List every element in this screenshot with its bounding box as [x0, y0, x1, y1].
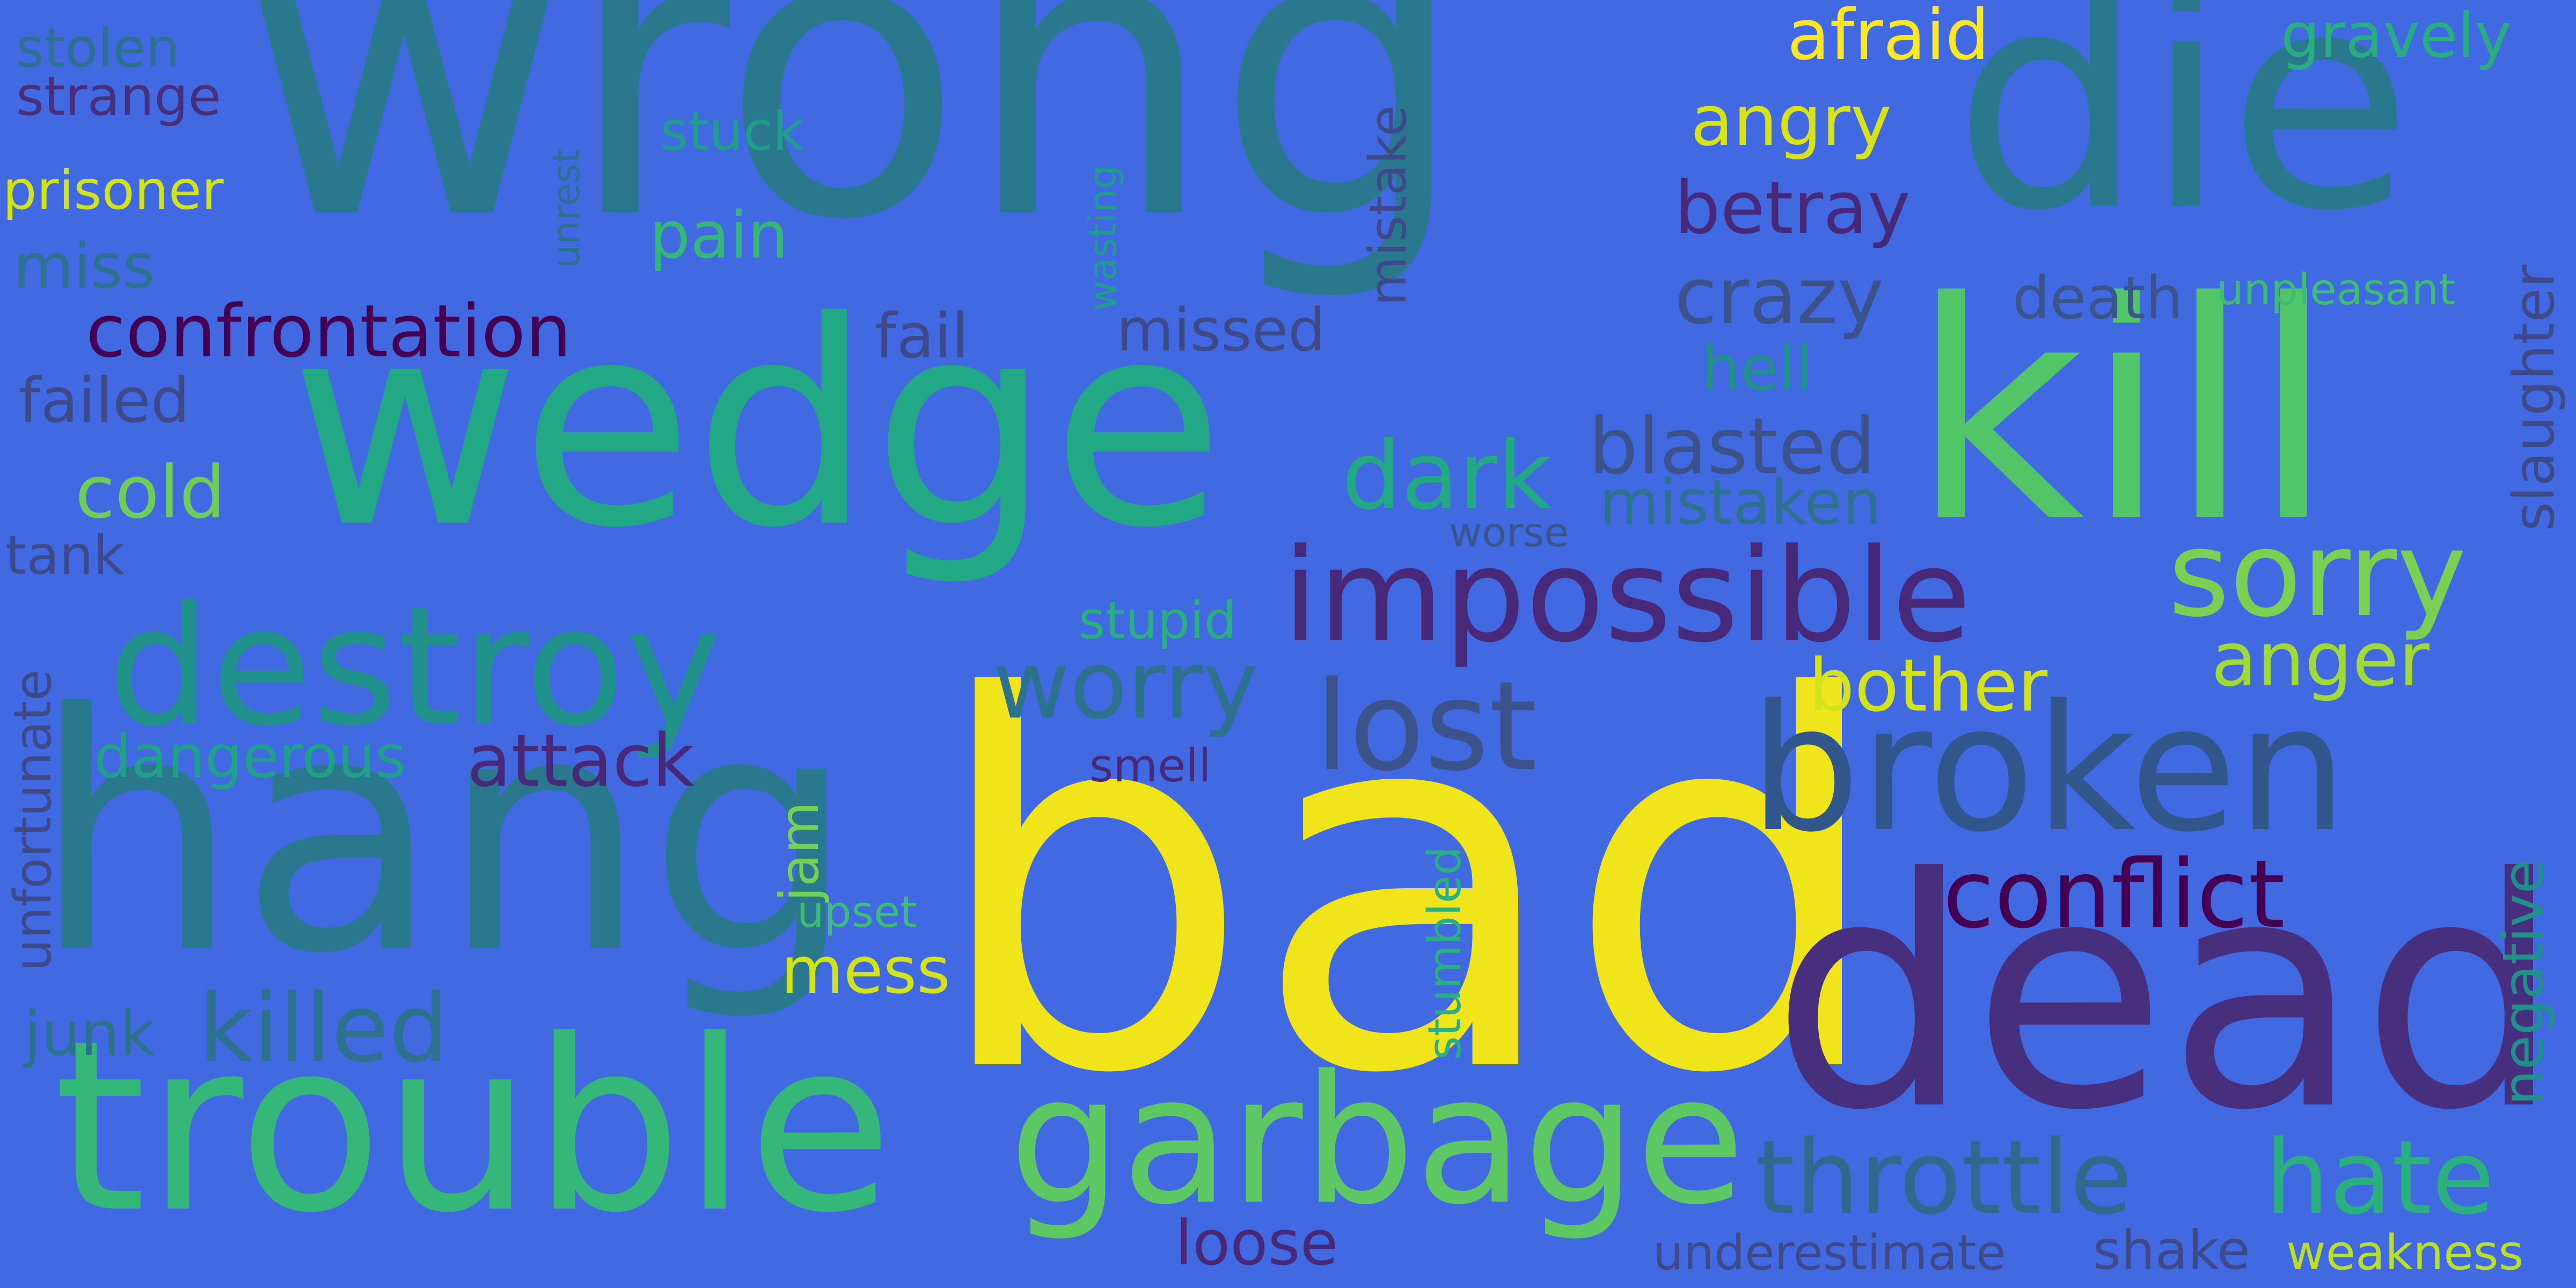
word-gravely: gravely [2281, 0, 2512, 72]
word-stolen: stolen [16, 17, 180, 79]
word-conflict: conflict [1943, 840, 2285, 949]
word-slaughter: slaughter [2501, 265, 2567, 531]
word-bother: bother [1809, 643, 2048, 728]
word-strange: strange [16, 65, 222, 128]
word-die: die [1953, 0, 2413, 277]
word-miss: miss [13, 231, 155, 303]
word-mistake: mistake [1359, 105, 1418, 306]
word-blasted: blasted [1589, 401, 1876, 492]
word-mistaken: mistaken [1599, 467, 1882, 539]
word-stupid: stupid [1079, 591, 1236, 650]
word-confrontation: confrontation [86, 289, 572, 374]
word-cold: cold [75, 450, 226, 535]
word-kill: kill [1911, 238, 2336, 588]
word-shake: shake [2093, 1219, 2250, 1282]
word-impossible: impossible [1283, 521, 1972, 671]
word-throttle: throttle [1755, 1118, 2133, 1237]
word-angry: angry [1690, 80, 1892, 162]
word-stuck: stuck [660, 100, 804, 163]
word-negative: negative [2491, 859, 2556, 1106]
word-prisoner: prisoner [3, 159, 224, 222]
word-underestimate: underestimate [1653, 1225, 2006, 1281]
word-bad: bad [928, 591, 1889, 1185]
word-killed: killed [199, 975, 449, 1084]
word-garbage: garbage [1009, 1037, 1745, 1243]
word-destroy: destroy [107, 572, 722, 762]
word-junk: junk [24, 998, 156, 1070]
word-trouble: trouble [54, 990, 894, 1264]
word-betray: betray [1674, 166, 1911, 250]
word-upset: upset [797, 887, 917, 937]
word-unfortunate: unfortunate [4, 669, 63, 971]
word-pain: pain [649, 199, 789, 273]
word-unrest: unrest [544, 149, 588, 268]
word-unpleasant: unpleasant [2216, 265, 2456, 314]
word-stumbled: stumbled [1418, 846, 1472, 1060]
word-loose: loose [1175, 1208, 1338, 1279]
word-tank: tank [5, 524, 125, 587]
word-worry: worry [993, 631, 1258, 740]
word-death: death [2012, 264, 2183, 332]
word-missed: missed [1116, 296, 1326, 364]
word-attack: attack [467, 719, 694, 803]
word-broken: broken [1750, 667, 2348, 870]
word-fail: fail [875, 301, 969, 372]
word-worse: worse [1449, 509, 1569, 556]
word-anger: anger [2211, 616, 2430, 704]
word-crazy: crazy [1674, 251, 1884, 342]
word-hate: hate [2265, 1118, 2495, 1237]
word-mess: mess [781, 934, 950, 1008]
word-lost: lost [1315, 655, 1538, 799]
word-dangerous: dangerous [94, 722, 406, 791]
word-failed: failed [19, 365, 190, 437]
word-smell: smell [1089, 740, 1211, 793]
word-wasting: wasting [1081, 165, 1125, 311]
word-afraid: afraid [1787, 0, 1990, 76]
word-hang: hang [32, 644, 856, 1025]
word-hell: hell [1701, 333, 1813, 405]
word-weakness: weakness [2286, 1225, 2524, 1281]
word-sorry: sorry [2168, 506, 2467, 643]
word-wedge: wedge [290, 261, 1225, 589]
word-dead: dead [1771, 811, 2562, 1180]
word-wrong: wrong [241, 0, 1468, 306]
word-dark: dark [1342, 422, 1552, 531]
